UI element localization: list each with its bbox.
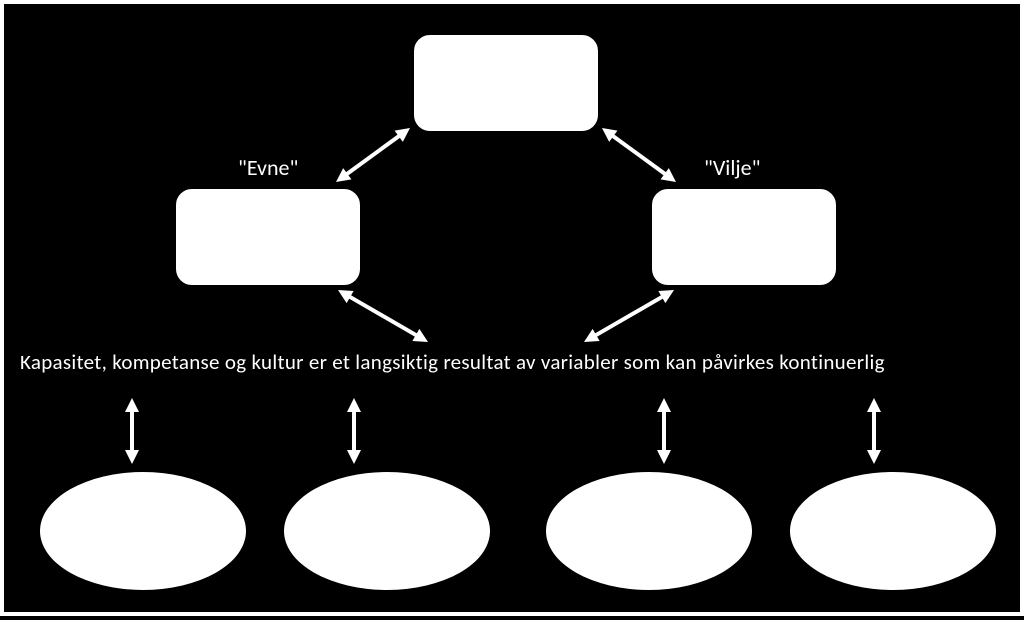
diagram-canvas: "Evne" "Vilje" Kapasitet, kompetanse og …	[0, 0, 1024, 616]
arrows-layer	[4, 4, 1024, 620]
